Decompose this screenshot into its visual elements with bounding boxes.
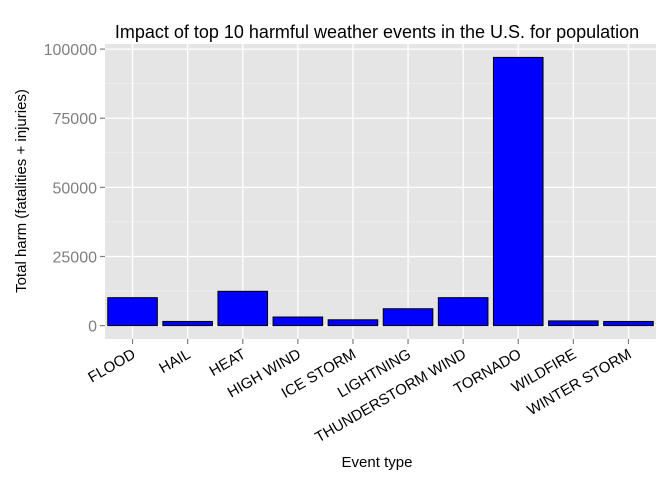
bar-lightning — [382, 308, 434, 327]
x-tick-label: HEAT — [207, 346, 249, 380]
y-tick-label: 100000 — [44, 42, 97, 59]
bar-thunderstorm-wind — [437, 297, 489, 327]
bar-heat — [217, 290, 269, 327]
y-tick-label: 50000 — [53, 180, 98, 197]
plot-panel — [105, 44, 656, 339]
bar-high-wind — [272, 316, 324, 327]
y-tick-label: 75000 — [53, 111, 98, 128]
bar-tornado — [492, 56, 544, 327]
bar-winter-storm — [603, 320, 654, 327]
x-tick-label: FLOOD — [85, 346, 138, 387]
bar-wildfire — [548, 320, 599, 327]
bar-hail — [162, 320, 213, 327]
y-axis-title: Total harm (fatalities + injuries) — [13, 89, 30, 293]
chart-title: Impact of top 10 harmful weather events … — [115, 22, 639, 42]
y-tick-label: 25000 — [53, 249, 98, 266]
x-axis-title: Event type — [342, 454, 413, 471]
y-tick-label: 0 — [88, 319, 97, 336]
bar-flood — [107, 297, 158, 327]
bars — [107, 56, 654, 327]
x-tick-label: HAIL — [156, 346, 193, 377]
grid-lines — [105, 44, 656, 339]
y-axis: 0 25000 50000 75000 100000 — [44, 42, 105, 336]
bar-ice-storm — [327, 319, 379, 327]
